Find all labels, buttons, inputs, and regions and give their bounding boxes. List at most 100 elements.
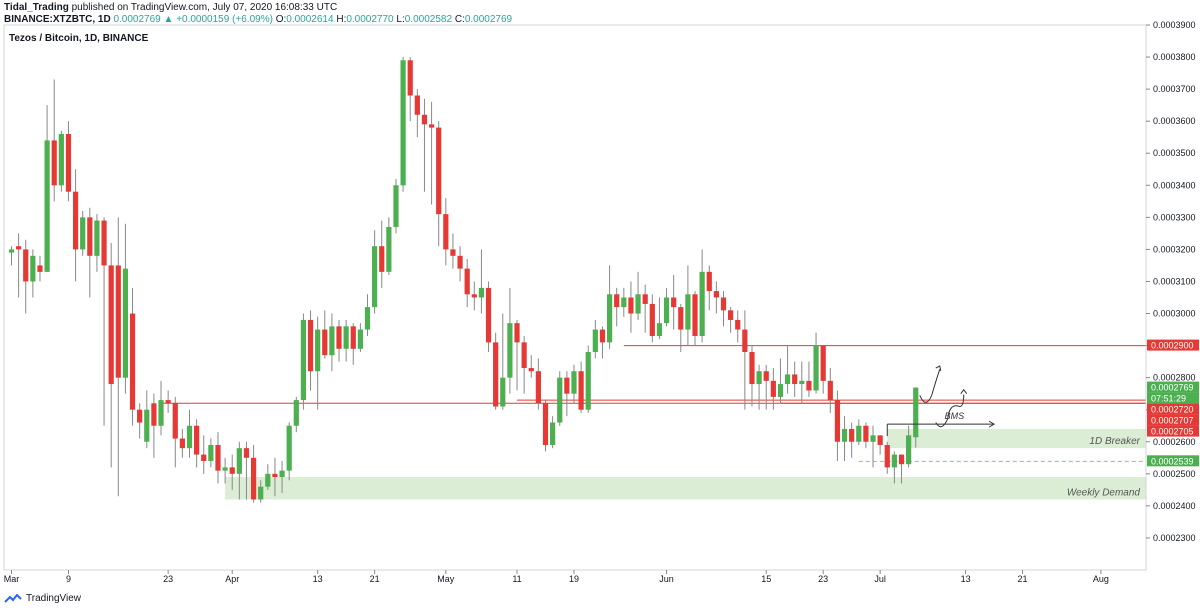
candle-up[interactable] bbox=[357, 323, 363, 352]
candle-down[interactable] bbox=[692, 291, 698, 346]
candle-up[interactable] bbox=[300, 313, 307, 410]
candle-up[interactable] bbox=[400, 57, 406, 192]
candle-down[interactable] bbox=[165, 390, 171, 413]
candle-down[interactable] bbox=[215, 432, 221, 484]
candle-down[interactable] bbox=[16, 233, 22, 298]
candle-down[interactable] bbox=[464, 259, 470, 308]
candle-up[interactable] bbox=[585, 345, 591, 413]
candle-up[interactable] bbox=[906, 425, 912, 468]
candle-down[interactable] bbox=[414, 89, 420, 138]
candle-up[interactable] bbox=[186, 409, 193, 458]
candle-down[interactable] bbox=[457, 246, 463, 282]
candle-up[interactable] bbox=[94, 214, 100, 272]
candle-up[interactable] bbox=[685, 265, 691, 346]
candle-down[interactable] bbox=[735, 310, 741, 343]
candle-down[interactable] bbox=[443, 198, 449, 266]
candle-down[interactable] bbox=[436, 121, 442, 247]
candle-down[interactable] bbox=[72, 169, 79, 282]
candle-up[interactable] bbox=[265, 464, 271, 490]
candle-down[interactable] bbox=[137, 403, 143, 439]
candle-up[interactable] bbox=[557, 371, 563, 426]
candle-down[interactable] bbox=[272, 457, 278, 497]
candle-down[interactable] bbox=[578, 361, 584, 413]
candle-down[interactable] bbox=[23, 239, 29, 314]
candle-down[interactable] bbox=[728, 307, 734, 333]
candle-up[interactable] bbox=[329, 313, 335, 372]
candle-down[interactable] bbox=[194, 419, 200, 468]
candle-down[interactable] bbox=[614, 287, 620, 327]
candle-down[interactable] bbox=[806, 361, 812, 397]
candle-down[interactable] bbox=[379, 220, 385, 288]
candle-up[interactable] bbox=[372, 230, 378, 314]
candle-down[interactable] bbox=[407, 57, 413, 122]
candle-down[interactable] bbox=[535, 358, 541, 410]
candle-up[interactable] bbox=[663, 287, 670, 327]
candle-down[interactable] bbox=[564, 371, 570, 417]
candle-down[interactable] bbox=[493, 332, 499, 410]
candle-down[interactable] bbox=[521, 335, 527, 394]
author-name[interactable]: Tidal_Trading bbox=[4, 2, 69, 13]
candle-down[interactable] bbox=[179, 428, 185, 458]
candle-down[interactable] bbox=[336, 319, 342, 362]
candle-up[interactable] bbox=[286, 422, 292, 481]
candle-down[interactable] bbox=[514, 319, 520, 391]
candle-down[interactable] bbox=[849, 422, 855, 458]
candle-up[interactable] bbox=[315, 316, 321, 410]
candle-down[interactable] bbox=[706, 265, 712, 311]
candle-up[interactable] bbox=[891, 451, 897, 484]
candle-down[interactable] bbox=[307, 310, 314, 391]
candle-down[interactable] bbox=[820, 345, 826, 394]
candle-up[interactable] bbox=[386, 217, 392, 276]
candle-down[interactable] bbox=[742, 310, 748, 410]
price-axis[interactable]: 0.00023000.00024000.00025000.00026000.00… bbox=[1145, 20, 1196, 570]
candle-down[interactable] bbox=[749, 345, 755, 407]
candle-down[interactable] bbox=[649, 294, 655, 343]
candle-down[interactable] bbox=[172, 396, 178, 468]
candle-down[interactable] bbox=[770, 368, 776, 410]
candle-up[interactable] bbox=[58, 130, 64, 192]
candle-down[interactable] bbox=[101, 217, 107, 426]
candle-up[interactable] bbox=[236, 441, 242, 500]
candle-down[interactable] bbox=[229, 454, 235, 490]
candle-up[interactable] bbox=[856, 419, 862, 445]
candle-down[interactable] bbox=[884, 441, 890, 474]
candle-down[interactable] bbox=[834, 390, 841, 461]
candle-up[interactable] bbox=[158, 380, 164, 436]
candle-down[interactable] bbox=[450, 233, 456, 269]
candle-up[interactable] bbox=[208, 438, 214, 468]
candle-down[interactable] bbox=[243, 441, 250, 500]
candle-down[interactable] bbox=[763, 364, 769, 410]
candle-up[interactable] bbox=[144, 390, 150, 449]
candle-down[interactable] bbox=[322, 310, 328, 359]
candle-up[interactable] bbox=[222, 457, 228, 484]
candle-down[interactable] bbox=[151, 393, 157, 458]
candle-down[interactable] bbox=[250, 444, 257, 503]
candle-up[interactable] bbox=[635, 271, 641, 320]
candle-down[interactable] bbox=[542, 400, 549, 452]
candle-down[interactable] bbox=[65, 121, 72, 202]
candle-up[interactable] bbox=[507, 287, 513, 394]
candle-down[interactable] bbox=[471, 281, 477, 311]
candle-up[interactable] bbox=[258, 480, 264, 503]
candle-up[interactable] bbox=[30, 249, 36, 298]
candle-down[interactable] bbox=[115, 217, 121, 497]
candle-up[interactable] bbox=[122, 223, 129, 394]
candle-down[interactable] bbox=[827, 368, 833, 413]
brand-name[interactable]: TradingView bbox=[26, 593, 82, 604]
candle-down[interactable] bbox=[129, 287, 136, 426]
candle-down[interactable] bbox=[599, 326, 606, 359]
candle-up[interactable] bbox=[784, 345, 791, 394]
tradingview-logo-icon[interactable] bbox=[4, 593, 22, 604]
candle-up[interactable] bbox=[80, 210, 86, 256]
candle-up[interactable] bbox=[592, 319, 598, 359]
candle-down[interactable] bbox=[528, 355, 534, 378]
candle-up[interactable] bbox=[550, 416, 556, 449]
candle-down[interactable] bbox=[713, 281, 719, 314]
candle-up[interactable] bbox=[656, 297, 663, 340]
candle-down[interactable] bbox=[51, 79, 57, 202]
candle-down[interactable] bbox=[485, 281, 492, 352]
candle-up[interactable] bbox=[343, 319, 349, 362]
candle-down[interactable] bbox=[201, 435, 207, 474]
candle-up[interactable] bbox=[571, 364, 577, 404]
candle-up[interactable] bbox=[841, 416, 848, 461]
